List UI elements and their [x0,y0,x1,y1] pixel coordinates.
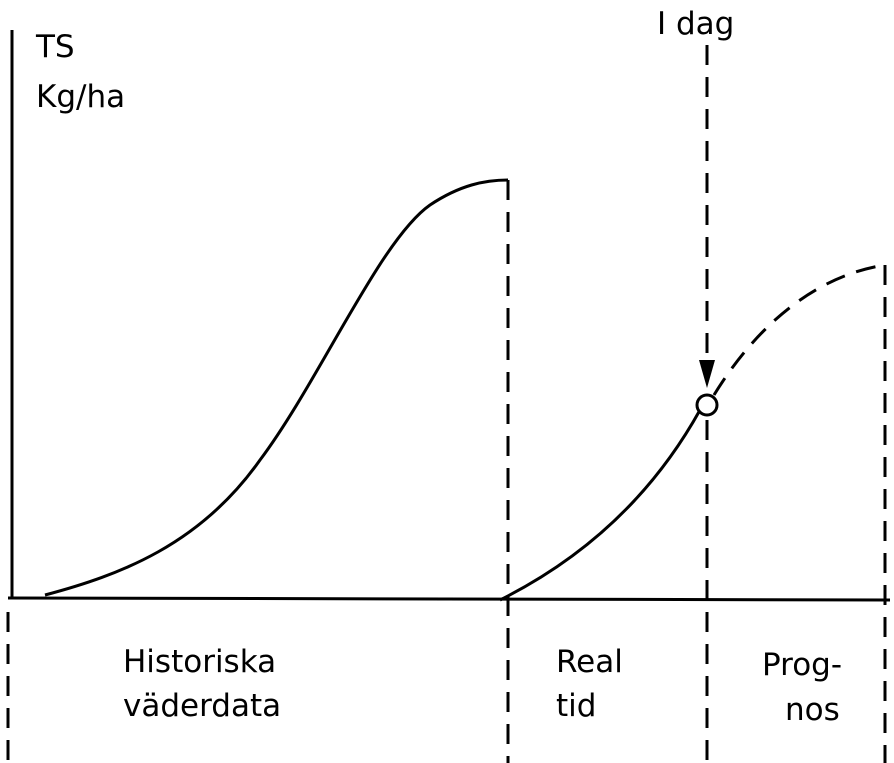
x-axis [7,596,891,602]
forecast-curve [712,263,886,396]
realtime-curve [499,409,702,602]
phase-label: Historiska [123,644,276,680]
phase-label: Real [556,644,623,680]
phase-label: nos [785,692,840,728]
axis-label: TS [35,29,75,65]
arrow-head [699,360,715,388]
axis-label: Kg/ha [36,79,125,115]
phase-label: tid [556,688,596,724]
today-point [695,393,719,417]
historic-curve [44,178,509,597]
phase-label: väderdata [123,688,281,724]
phase-label: Prog- [762,647,842,683]
marker-label: I dag [657,6,734,42]
